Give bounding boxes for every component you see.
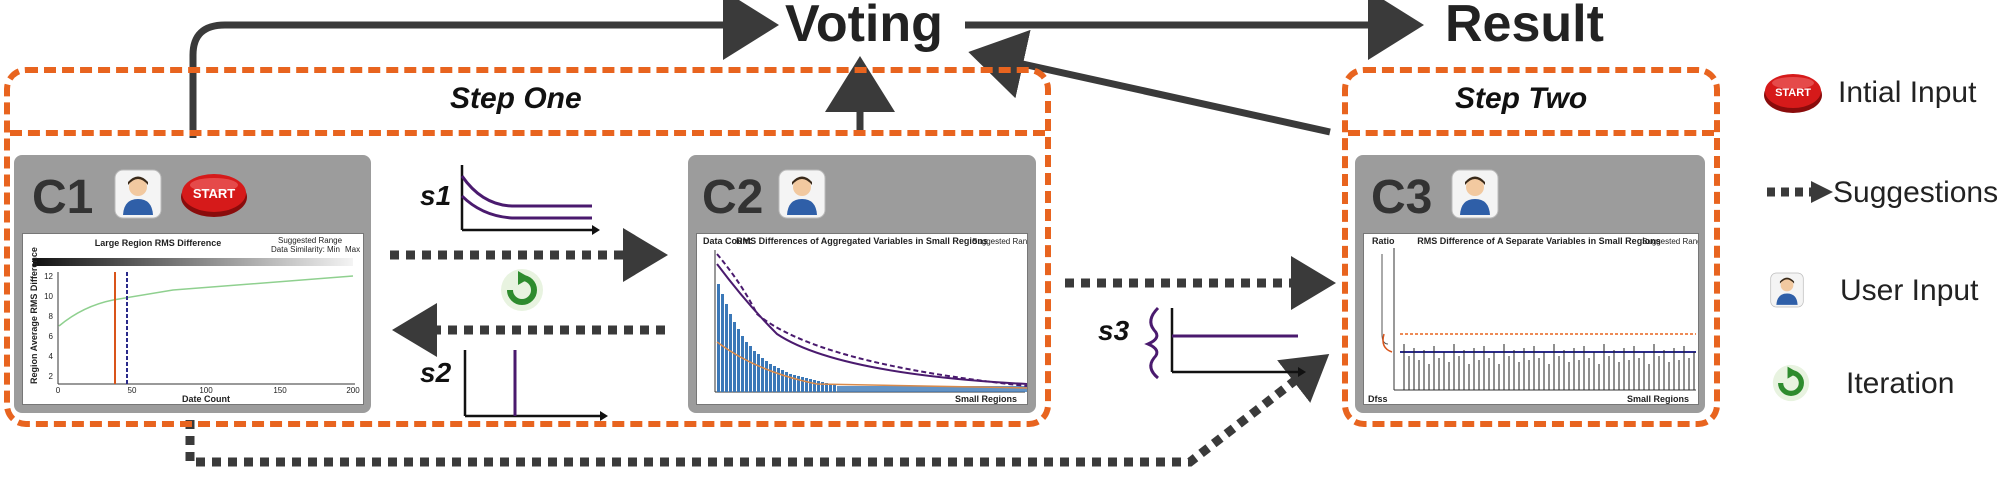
svg-text:2: 2 <box>49 372 54 381</box>
c1-screenshot: Large Region RMS Difference Suggested Ra… <box>22 233 364 405</box>
result-title: Result <box>1445 0 1604 53</box>
svg-text:Dfss: Dfss <box>1368 394 1388 404</box>
svg-text:10: 10 <box>44 292 53 301</box>
legend-iteration: Iteration <box>1846 367 1955 400</box>
svg-text:Suggested Range: Suggested Range <box>972 237 1027 246</box>
user-icon <box>1451 169 1499 219</box>
svg-text:Max: Max <box>345 245 360 254</box>
legend-iteration-icon <box>1772 364 1810 402</box>
legend-suggestions-arrow <box>1767 181 1833 203</box>
svg-text:RMS Difference of A Separate V: RMS Difference of A Separate Variables i… <box>1417 236 1660 246</box>
step-one-box <box>4 67 1051 427</box>
voting-title: Voting <box>785 0 943 53</box>
c3-screenshot: RMS Difference of A Separate Variables i… <box>1363 233 1707 405</box>
c3-to-voting-arrow <box>968 29 1331 136</box>
s3-label: s3 <box>1098 315 1130 346</box>
user-icon <box>114 169 162 219</box>
svg-text:Data Similarity: Min: Data Similarity: Min <box>271 245 340 254</box>
s2-mini-plot: s2 <box>420 350 608 421</box>
c2-panel: C2 RMS Differences of Aggregated Variabl… <box>688 155 1037 413</box>
c2-screenshot: RMS Differences of Aggregated Variables … <box>696 233 1037 405</box>
legend-start-icon: START <box>1764 74 1822 113</box>
start-icon: START <box>181 174 247 217</box>
svg-text:START: START <box>1775 87 1811 99</box>
svg-text:Small Regions: Small Regions <box>955 394 1017 404</box>
svg-text:Region Average RMS Difference: Region Average RMS Difference <box>29 247 39 384</box>
c1-shot-title: Large Region RMS Difference <box>95 238 222 248</box>
svg-text:50: 50 <box>128 386 137 395</box>
c1-label: C1 <box>32 171 94 224</box>
svg-text:Data Count: Data Count <box>703 236 751 246</box>
svg-text:6: 6 <box>49 332 54 341</box>
user-icon <box>778 169 826 219</box>
svg-text:100: 100 <box>199 386 213 395</box>
svg-text:4: 4 <box>49 352 54 361</box>
svg-text:0: 0 <box>56 386 61 395</box>
svg-text:150: 150 <box>273 386 287 395</box>
step-one-label: Step One <box>450 82 582 115</box>
legend-suggestions: Suggestions <box>1833 176 1999 209</box>
c2-bars <box>717 284 1033 392</box>
c1-to-c3-suggestion-arrow <box>185 353 1330 467</box>
step-two-label: Step Two <box>1455 82 1588 115</box>
step-two-divider <box>1348 130 1714 136</box>
step-two-box <box>1342 67 1720 427</box>
legend-initial-input: Intial Input <box>1838 76 1977 109</box>
s1-mini-plot: s1 <box>420 165 600 235</box>
step-one-divider <box>10 130 1045 136</box>
svg-text:200: 200 <box>346 386 360 395</box>
svg-text:START: START <box>193 186 235 201</box>
svg-text:Suggested Range: Suggested Range <box>1642 237 1698 246</box>
c1-to-voting-arrow <box>189 0 779 138</box>
c2-label: C2 <box>702 171 764 224</box>
legend-user-input: User Input <box>1840 274 1979 307</box>
svg-text:Ratio: Ratio <box>1372 236 1395 246</box>
c1-panel: C1 START Large Region RMS Difference Sug… <box>14 155 371 413</box>
c3-panel: C3 RMS Difference of A Separate Variable… <box>1355 155 1707 413</box>
svg-text:Suggested Range: Suggested Range <box>278 236 343 245</box>
s3-mini-plot: s3 <box>1098 306 1306 380</box>
svg-text:Small Regions: Small Regions <box>1627 394 1689 404</box>
iteration-icon <box>501 269 543 311</box>
legend-user-icon <box>1770 272 1804 308</box>
svg-text:RMS Differences of Aggregated: RMS Differences of Aggregated Variables … <box>736 236 988 246</box>
s1-label: s1 <box>420 180 451 211</box>
svg-text:8: 8 <box>49 312 54 321</box>
c3-label: C3 <box>1371 171 1433 224</box>
svg-text:12: 12 <box>44 272 53 281</box>
c3-bars <box>1403 344 1695 390</box>
svg-text:Date Count: Date Count <box>182 394 230 404</box>
s2-label: s2 <box>420 357 452 388</box>
